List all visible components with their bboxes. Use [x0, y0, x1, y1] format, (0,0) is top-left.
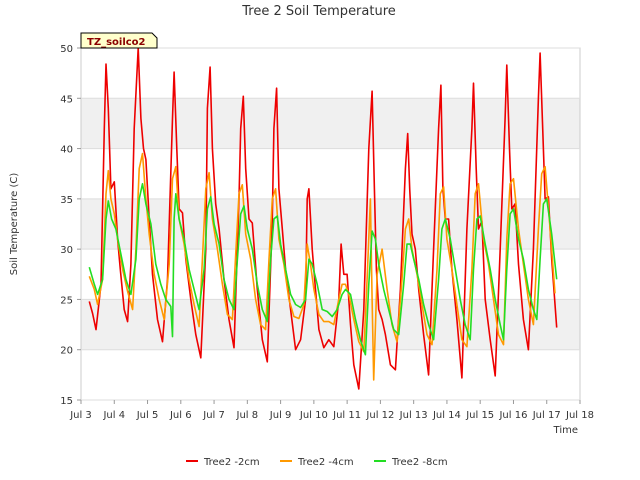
- x-axis-ticks: Jul 3 Jul 4 Jul 5 Jul 6 Jul 7 Jul 8 Jul 9 Jul 1…: [69, 400, 594, 421]
- x-tick-label: Jul 7: [202, 410, 225, 421]
- chart-title: Tree 2 Soil Temperature: [241, 4, 396, 19]
- gridlines: [81, 47, 580, 401]
- x-tick-label: Jul 11: [332, 410, 361, 421]
- x-tick-label: Jul 17: [532, 410, 561, 421]
- x-tick-label: Jul 5: [136, 410, 159, 421]
- x-tick-label: Jul 3: [69, 410, 92, 421]
- x-axis-label: Time: [553, 425, 578, 436]
- legend-label: Tree2 -2cm: [203, 457, 260, 468]
- series-line-2: [88, 152, 556, 381]
- y-tick-label: 20: [60, 346, 73, 357]
- x-tick-label: Jul 12: [365, 410, 394, 421]
- grid-band: [81, 198, 580, 250]
- legend-label: Tree2 -8cm: [391, 457, 448, 468]
- x-tick-label: Jul 4: [102, 410, 125, 421]
- series-lines: [88, 47, 558, 390]
- legend-label: Tree2 -4cm: [297, 457, 354, 468]
- y-tick-label: 40: [60, 145, 73, 156]
- x-tick-label: Jul 6: [169, 410, 192, 421]
- x-tick-label: Jul 8: [236, 410, 259, 421]
- x-tick-label: Jul 18: [565, 410, 594, 421]
- badge-box: [80, 32, 158, 49]
- legend: Tree2 -2cm Tree2 -4cm Tree2 -8cm: [186, 457, 448, 468]
- badge-label: TZ_soilco2: [87, 37, 146, 48]
- x-tick-label: Jul 13: [399, 410, 428, 421]
- y-tick-label: 35: [60, 195, 73, 206]
- x-tick-label: Jul 14: [432, 410, 461, 421]
- y-tick-label: 15: [60, 396, 73, 407]
- y-axis-ticks: 15 20 25 30 35 40 45 50: [60, 44, 81, 407]
- y-tick-label: 25: [60, 295, 73, 306]
- grid-band: [81, 98, 580, 149]
- x-tick-label: Jul 15: [465, 410, 494, 421]
- y-tick-label: 50: [60, 44, 73, 55]
- y-axis-label: Soil Temperature (C): [9, 173, 20, 276]
- y-tick-label: 30: [60, 245, 73, 256]
- y-tick-label: 45: [60, 94, 73, 105]
- x-tick-label: Jul 16: [498, 410, 527, 421]
- series-line-3: [88, 183, 558, 356]
- x-tick-label: Jul 9: [269, 410, 292, 421]
- x-tick-label: Jul 10: [299, 410, 328, 421]
- tz-soilco2-badge: TZ_soilco2: [80, 32, 158, 49]
